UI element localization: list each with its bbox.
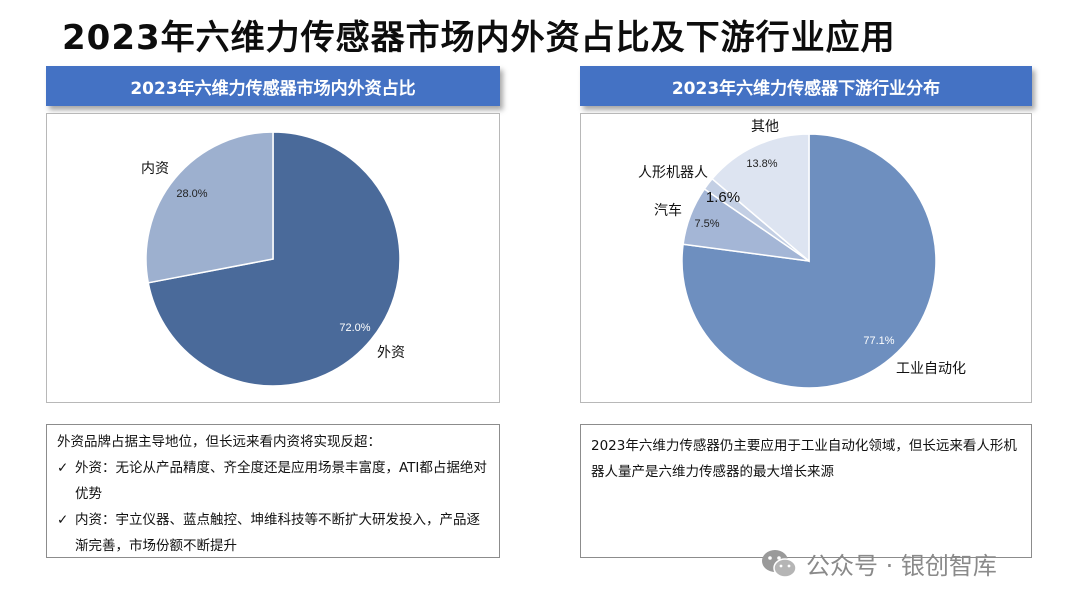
watermark: 公众号 · 银创智库 xyxy=(760,546,997,581)
check-icon: ✓ xyxy=(57,460,69,476)
left-text-box: 外资品牌占据主导地位，但长远来看内资将实现反超： ✓ 外资：无论从产品精度、齐全… xyxy=(46,424,500,558)
pie-slice-3 xyxy=(711,133,810,263)
bullet-domestic: ✓ 内资：宇立仪器、蓝点触控、坤维科技等不断扩大研发投入，产品逐渐完善，市场份额… xyxy=(57,507,491,559)
right-chart-box: 77.1% 工业自动化 7.5% 汽车 1.6% 人形机器人 13.8% 其他 xyxy=(580,113,1032,403)
value-label: 13.8% xyxy=(746,158,777,170)
bullet-foreign-text: 外资：无论从产品精度、齐全度还是应用场景丰富度，ATI都占据绝对优势 xyxy=(75,460,487,502)
wechat-icon xyxy=(762,549,797,578)
value-label: 77.1% xyxy=(863,335,894,347)
bullet-foreign: ✓ 外资：无论从产品精度、齐全度还是应用场景丰富度，ATI都占据绝对优势 xyxy=(57,455,491,507)
right-panel-header: 2023年六维力传感器下游行业分布 xyxy=(580,66,1032,106)
value-label: 7.5% xyxy=(694,218,719,230)
pie-slice-0 xyxy=(147,131,401,387)
value-label: 28.0% xyxy=(176,188,207,200)
left-text-intro: 外资品牌占据主导地位，但长远来看内资将实现反超： xyxy=(57,434,381,450)
right-text-box: 2023年六维力传感器仍主要应用于工业自动化领域，但长远来看人形机器人量产是六维… xyxy=(580,424,1032,558)
check-icon: ✓ xyxy=(57,512,69,528)
category-label: 外资 xyxy=(377,345,405,361)
category-label: 人形机器人 xyxy=(638,165,708,181)
right-text-body: 2023年六维力传感器仍主要应用于工业自动化领域，但长远来看人形机器人量产是六维… xyxy=(591,438,1017,480)
pie-slice-0 xyxy=(681,133,937,389)
pie-slice-1 xyxy=(145,131,274,284)
category-label: 汽车 xyxy=(654,202,682,219)
category-label: 工业自动化 xyxy=(896,361,966,377)
category-label: 其他 xyxy=(751,119,779,135)
left-panel-header: 2023年六维力传感器市场内外资占比 xyxy=(46,66,500,106)
value-label: 72.0% xyxy=(339,322,370,334)
left-chart-box: 72.0% 外资 28.0% 内资 xyxy=(46,113,500,403)
ownership-pie-chart: 72.0% 外资 28.0% 内资 xyxy=(141,131,405,387)
bullet-domestic-text: 内资：宇立仪器、蓝点触控、坤维科技等不断扩大研发投入，产品逐渐完善，市场份额不断… xyxy=(75,512,480,554)
left-panel-header-label: 2023年六维力传感器市场内外资占比 xyxy=(130,78,416,99)
page-title: 2023年六维力传感器市场内外资占比及下游行业应用 xyxy=(62,18,896,58)
industry-pie-chart: 77.1% 工业自动化 7.5% 汽车 1.6% 人形机器人 13.8% 其他 xyxy=(638,119,966,389)
watermark-text: 公众号 · 银创智库 xyxy=(806,552,997,580)
right-panel-header-label: 2023年六维力传感器下游行业分布 xyxy=(671,78,941,99)
category-label: 内资 xyxy=(141,161,169,177)
value-label: 1.6% xyxy=(706,189,740,206)
